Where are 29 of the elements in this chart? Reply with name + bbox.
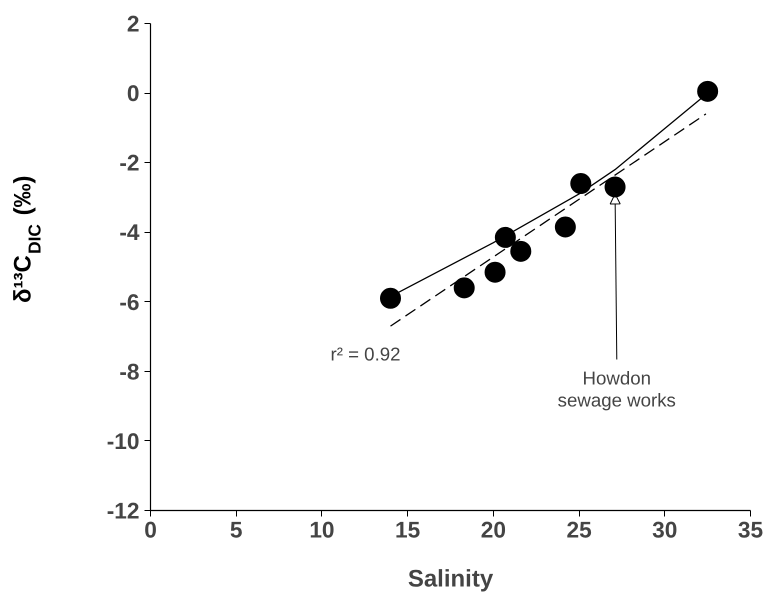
- x-tick-label: 35: [738, 516, 764, 542]
- point: [494, 226, 516, 248]
- x-axis-title: Salinity: [408, 566, 494, 592]
- x-tick-label: 0: [144, 516, 157, 542]
- y-axis-title: δ¹³CDIC (‰): [10, 175, 44, 304]
- y-tick-label: -6: [119, 288, 140, 315]
- point: [454, 277, 475, 298]
- point: [484, 262, 506, 283]
- point: [554, 216, 576, 238]
- x-tick-label: 25: [566, 516, 592, 542]
- y-tick-label: -12: [106, 498, 140, 524]
- y-tick-label: -4: [119, 219, 140, 246]
- point: [570, 173, 592, 194]
- y-tick-label: -8: [119, 358, 140, 384]
- point: [380, 288, 401, 309]
- x-tick-label: 30: [652, 516, 678, 542]
- x-tick-label: 20: [480, 516, 506, 542]
- point: [510, 240, 532, 262]
- annotation: Howdon sewage works: [558, 368, 676, 411]
- x-tick-label: 15: [395, 516, 420, 542]
- y-tick-label: -2: [119, 150, 140, 176]
- y-tick-label: 2: [126, 10, 140, 36]
- point: [604, 176, 626, 198]
- x-tick-label: 10: [309, 516, 335, 542]
- y-tick-label: -10: [106, 428, 140, 454]
- point: [697, 80, 718, 102]
- y-tick-label: 0: [126, 80, 140, 106]
- annotation: r² = 0.92: [330, 343, 400, 364]
- x-tick-label: 5: [230, 516, 243, 542]
